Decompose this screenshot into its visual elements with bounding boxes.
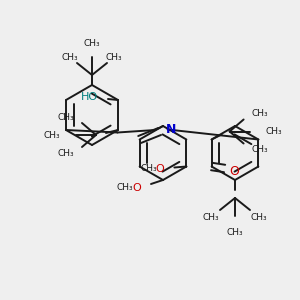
Text: O: O (156, 164, 164, 173)
Text: CH₃: CH₃ (117, 184, 133, 193)
Text: N: N (166, 123, 176, 136)
Text: CH₃: CH₃ (58, 148, 74, 158)
Text: CH₃: CH₃ (251, 109, 268, 118)
Text: CH₃: CH₃ (106, 52, 122, 62)
Text: CH₃: CH₃ (140, 164, 157, 173)
Text: CH₃: CH₃ (44, 130, 60, 140)
Text: CH₃: CH₃ (62, 52, 78, 62)
Text: CH₃: CH₃ (203, 214, 219, 223)
Text: CH₃: CH₃ (266, 127, 282, 136)
Text: O: O (132, 183, 141, 193)
Text: HO: HO (81, 92, 98, 102)
Text: CH₃: CH₃ (227, 228, 243, 237)
Text: CH₃: CH₃ (58, 112, 74, 122)
Text: CH₃: CH₃ (84, 39, 100, 48)
Text: CH₃: CH₃ (251, 214, 267, 223)
Text: O: O (230, 165, 239, 178)
Text: CH₃: CH₃ (251, 145, 268, 154)
